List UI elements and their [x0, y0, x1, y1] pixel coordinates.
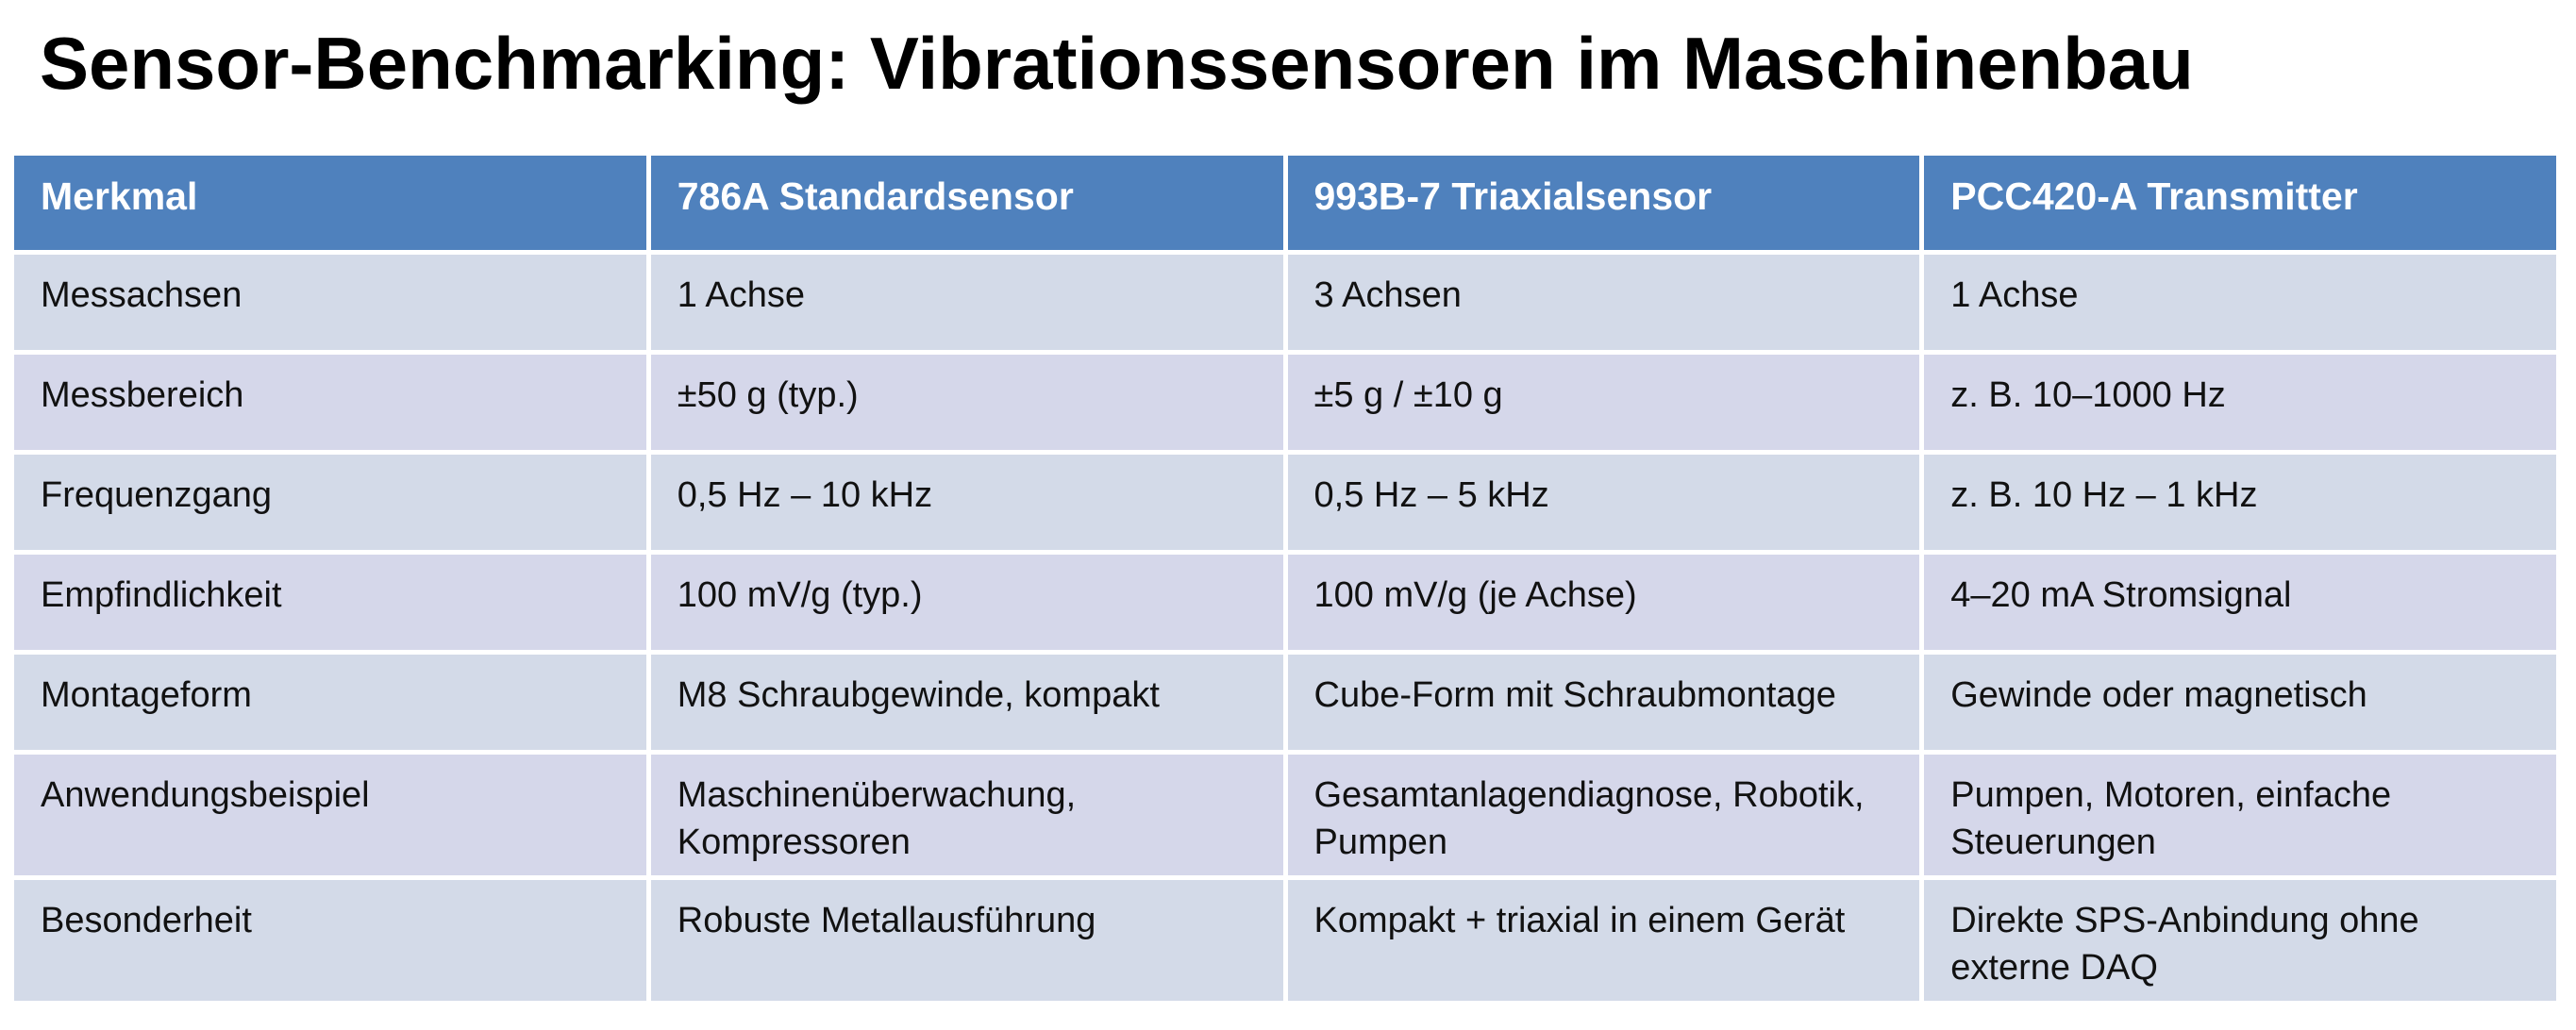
table-cell: Frequenzgang [14, 455, 646, 550]
table-cell: Messachsen [14, 255, 646, 350]
table-cell: 3 Achsen [1287, 255, 1920, 350]
table-cell: Gesamtanlagendiagnose, Robotik, Pumpen [1287, 755, 1920, 875]
table-row: Messbereich ±50 g (typ.) ±5 g / ±10 g z. B.… [14, 355, 2556, 450]
comparison-table: Merkmal 786A Standardsensor 993B-7 Triaxia… [9, 151, 2561, 1005]
table-cell: 100 mV/g (typ.) [650, 555, 1283, 650]
table-cell: Robuste Metallausführung [650, 880, 1283, 1001]
table-cell: Pumpen, Motoren, einfache Steuerungen [1924, 755, 2556, 875]
table-head: Merkmal 786A Standardsensor 993B-7 Triaxia… [14, 156, 2556, 250]
table-cell: 1 Achse [650, 255, 1283, 350]
table-cell: Empfindlichkeit [14, 555, 646, 650]
table-row: Besonderheit Robuste Metallausführung Komp… [14, 880, 2556, 1001]
column-header: 786A Standardsensor [650, 156, 1283, 250]
table-cell: Montageform [14, 655, 646, 750]
table-cell: 4–20 mA Stromsignal [1924, 555, 2556, 650]
column-header: PCC420-A Transmitter [1924, 156, 2556, 250]
table-cell: 0,5 Hz – 5 kHz [1287, 455, 1920, 550]
table-row: Empfindlichkeit 100 mV/g (typ.) 100 mV/g (… [14, 555, 2556, 650]
table-cell: 100 mV/g (je Achse) [1287, 555, 1920, 650]
table-row: Frequenzgang 0,5 Hz – 10 kHz 0,5 Hz – 5 kH… [14, 455, 2556, 550]
table-cell: Gewinde oder magnetisch [1924, 655, 2556, 750]
table-cell: 0,5 Hz – 10 kHz [650, 455, 1283, 550]
table-row: Messachsen 1 Achse 3 Achsen 1 Achse [14, 255, 2556, 350]
page-title: Sensor-Benchmarking: Vibrationssensoren … [40, 22, 2194, 105]
table-cell: Kompakt + triaxial in einem Gerät [1287, 880, 1920, 1001]
table-cell: Cube-Form mit Schraubmontage [1287, 655, 1920, 750]
table-cell: Messbereich [14, 355, 646, 450]
table-cell: z. B. 10 Hz – 1 kHz [1924, 455, 2556, 550]
column-header: 993B-7 Triaxialsensor [1287, 156, 1920, 250]
table-cell: Besonderheit [14, 880, 646, 1001]
table-cell: ±50 g (typ.) [650, 355, 1283, 450]
header-row: Merkmal 786A Standardsensor 993B-7 Triaxia… [14, 156, 2556, 250]
column-header: Merkmal [14, 156, 646, 250]
table-row: Anwendungsbeispiel Maschinenüberwachung, … [14, 755, 2556, 875]
table-cell: 1 Achse [1924, 255, 2556, 350]
table-cell: Direkte SPS-Anbindung ohne externe DAQ [1924, 880, 2556, 1001]
table-cell: M8 Schraubgewinde, kompakt [650, 655, 1283, 750]
table-cell: Anwendungsbeispiel [14, 755, 646, 875]
table-cell: z. B. 10–1000 Hz [1924, 355, 2556, 450]
table-cell: Maschinenüberwachung, Kompressoren [650, 755, 1283, 875]
table-cell: ±5 g / ±10 g [1287, 355, 1920, 450]
table-body: Messachsen 1 Achse 3 Achsen 1 Achse Messbere… [14, 255, 2556, 1001]
table-row: Montageform M8 Schraubgewinde, kompakt Cub… [14, 655, 2556, 750]
